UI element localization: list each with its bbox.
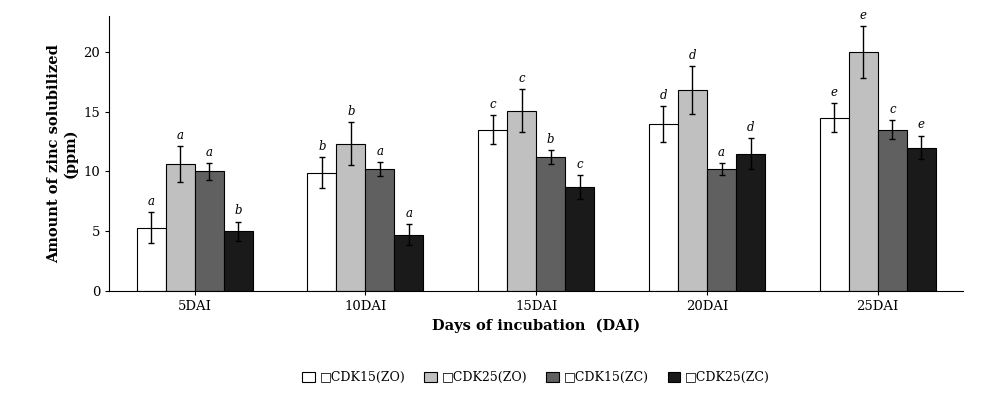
Text: e: e <box>860 8 867 21</box>
Bar <box>365 169 394 291</box>
Bar <box>394 235 423 291</box>
Text: b: b <box>234 204 242 217</box>
Bar <box>137 227 166 291</box>
X-axis label: Days of incubation  (DAI): Days of incubation (DAI) <box>432 318 640 333</box>
Text: c: c <box>577 158 583 171</box>
Text: d: d <box>659 88 667 101</box>
Bar <box>678 90 707 291</box>
Text: a: a <box>718 146 725 159</box>
Bar <box>308 173 337 291</box>
Bar <box>565 187 594 291</box>
Text: e: e <box>831 86 838 99</box>
Bar <box>849 52 878 291</box>
Bar <box>820 118 849 291</box>
Bar <box>907 147 935 291</box>
Text: a: a <box>148 195 155 208</box>
Text: c: c <box>518 72 525 85</box>
Bar <box>707 169 736 291</box>
Bar <box>195 171 223 291</box>
Bar <box>507 111 536 291</box>
Bar <box>649 124 678 291</box>
Text: c: c <box>889 103 896 116</box>
Text: a: a <box>177 129 184 142</box>
Text: b: b <box>318 140 326 153</box>
Bar <box>878 130 907 291</box>
Text: a: a <box>206 146 213 159</box>
Bar <box>223 231 252 291</box>
Text: c: c <box>490 98 496 111</box>
Bar <box>479 130 507 291</box>
Text: d: d <box>747 121 755 134</box>
Bar <box>337 144 365 291</box>
Text: e: e <box>918 118 924 131</box>
Text: b: b <box>348 105 355 118</box>
Bar <box>736 154 765 291</box>
Text: a: a <box>405 207 412 220</box>
Text: b: b <box>547 133 554 146</box>
Text: d: d <box>689 49 696 62</box>
Y-axis label: Amount of zinc solubilized
(ppm): Amount of zinc solubilized (ppm) <box>48 44 77 263</box>
Legend: □CDK15(ZO), □CDK25(ZO), □CDK15(ZC), □CDK25(ZC): □CDK15(ZO), □CDK25(ZO), □CDK15(ZC), □CDK… <box>298 366 775 389</box>
Bar <box>166 164 195 291</box>
Bar <box>536 157 565 291</box>
Text: a: a <box>376 145 383 158</box>
